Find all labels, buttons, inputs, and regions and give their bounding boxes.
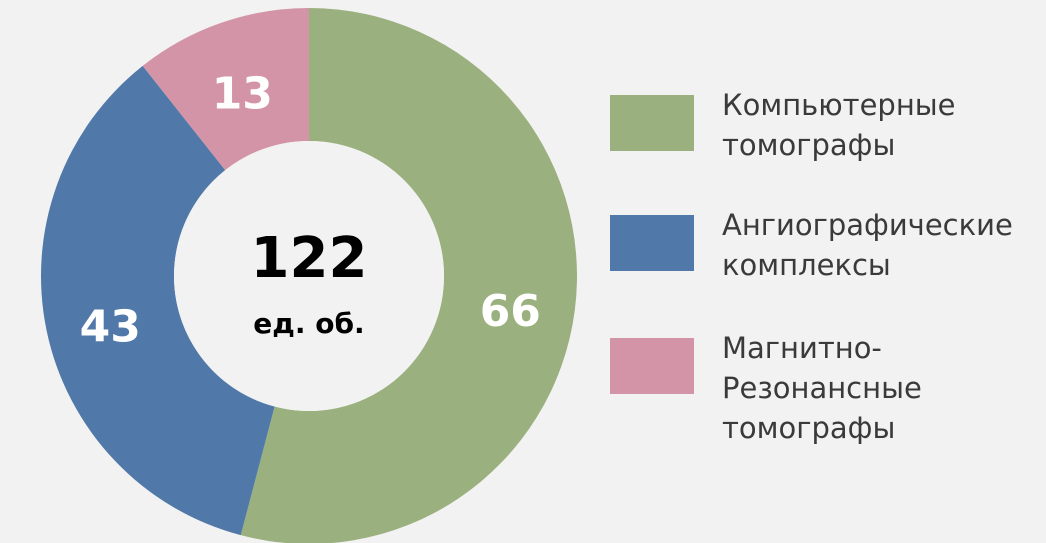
donut-hole xyxy=(174,141,444,411)
legend-label: Магнитно-Резонансные томографы xyxy=(722,331,922,445)
total-value: 122 xyxy=(251,226,368,291)
total-unit: ед. об. xyxy=(253,307,364,340)
donut-segment xyxy=(142,8,309,171)
data-label: 43 xyxy=(80,302,141,353)
legend-swatch xyxy=(610,338,694,394)
legend-swatch xyxy=(610,215,694,271)
donut-segment xyxy=(40,65,275,536)
data-label: 13 xyxy=(212,68,273,119)
donut-segment xyxy=(240,8,578,543)
legend-label: Ангиографические комплексы xyxy=(722,208,1013,282)
legend-swatch xyxy=(610,95,694,151)
data-label: 66 xyxy=(480,286,541,337)
legend-label: Компьютерные томографы xyxy=(722,88,956,162)
